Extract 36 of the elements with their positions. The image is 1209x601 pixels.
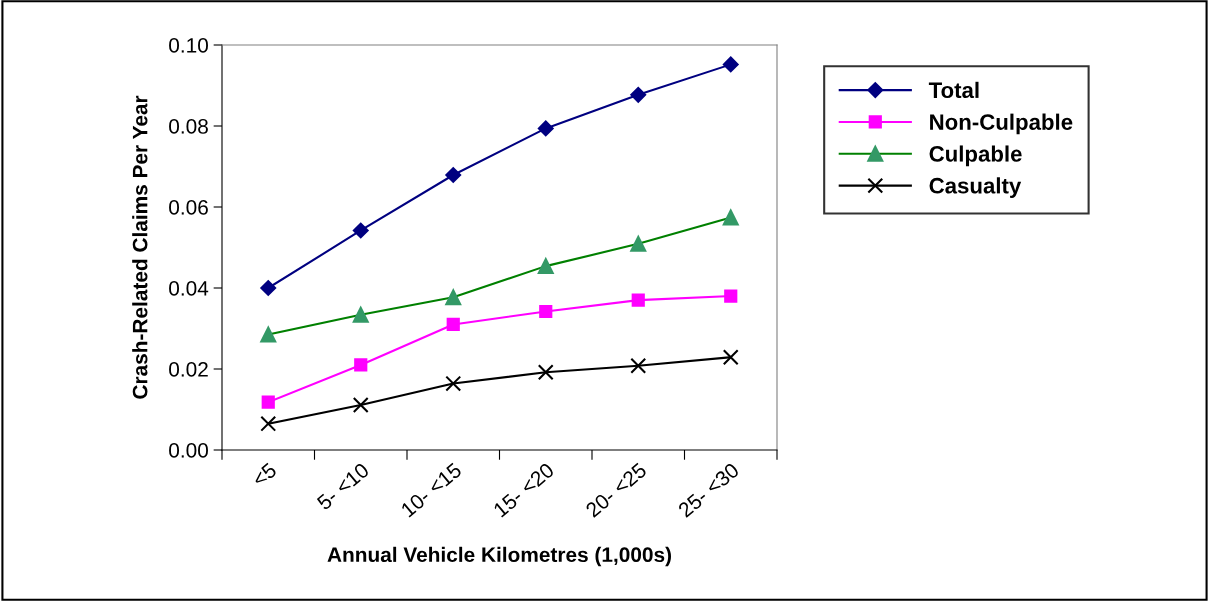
point (537, 364, 554, 381)
y-tick-label: 0.04 (169, 281, 209, 296)
y-tick-label: 0.10 (169, 38, 208, 53)
x-tick-label: 25- <30 (677, 462, 740, 518)
x-axis-title: Annual Vehicle Kilometres (1,000s) (327, 546, 671, 567)
x-tick-label: 10- <15 (400, 462, 463, 518)
point (261, 395, 275, 409)
point (445, 167, 462, 183)
point (631, 293, 645, 307)
y-tick-label: 0.08 (169, 119, 208, 134)
point (630, 357, 647, 374)
x-tick-label: 5- <10 (316, 462, 370, 511)
point (630, 86, 647, 103)
point (722, 56, 739, 73)
point (722, 349, 739, 366)
y-tick-label: 0.00 (169, 443, 208, 458)
x-tick-label: <5 (251, 462, 278, 488)
point (352, 222, 369, 239)
point (352, 397, 369, 414)
x-tick-label: 20- <25 (584, 462, 648, 518)
legend-label: Casualty (929, 177, 1022, 198)
point (539, 304, 553, 319)
legend-label: Total (928, 81, 979, 99)
legend-label: Culpable (929, 145, 1022, 167)
point (537, 120, 554, 137)
y-axis-title: Crash-Related Claims Per Year (132, 95, 148, 399)
x-tick-label: 15- <20 (492, 462, 555, 518)
point (724, 289, 738, 303)
legend-label: Non-Culpable (930, 113, 1073, 135)
point (354, 358, 368, 372)
point (445, 375, 462, 392)
point (260, 280, 277, 296)
y-tick-label: 0.06 (169, 200, 208, 215)
point (260, 415, 277, 432)
point (446, 317, 460, 332)
y-tick-label: 0.02 (169, 362, 208, 377)
